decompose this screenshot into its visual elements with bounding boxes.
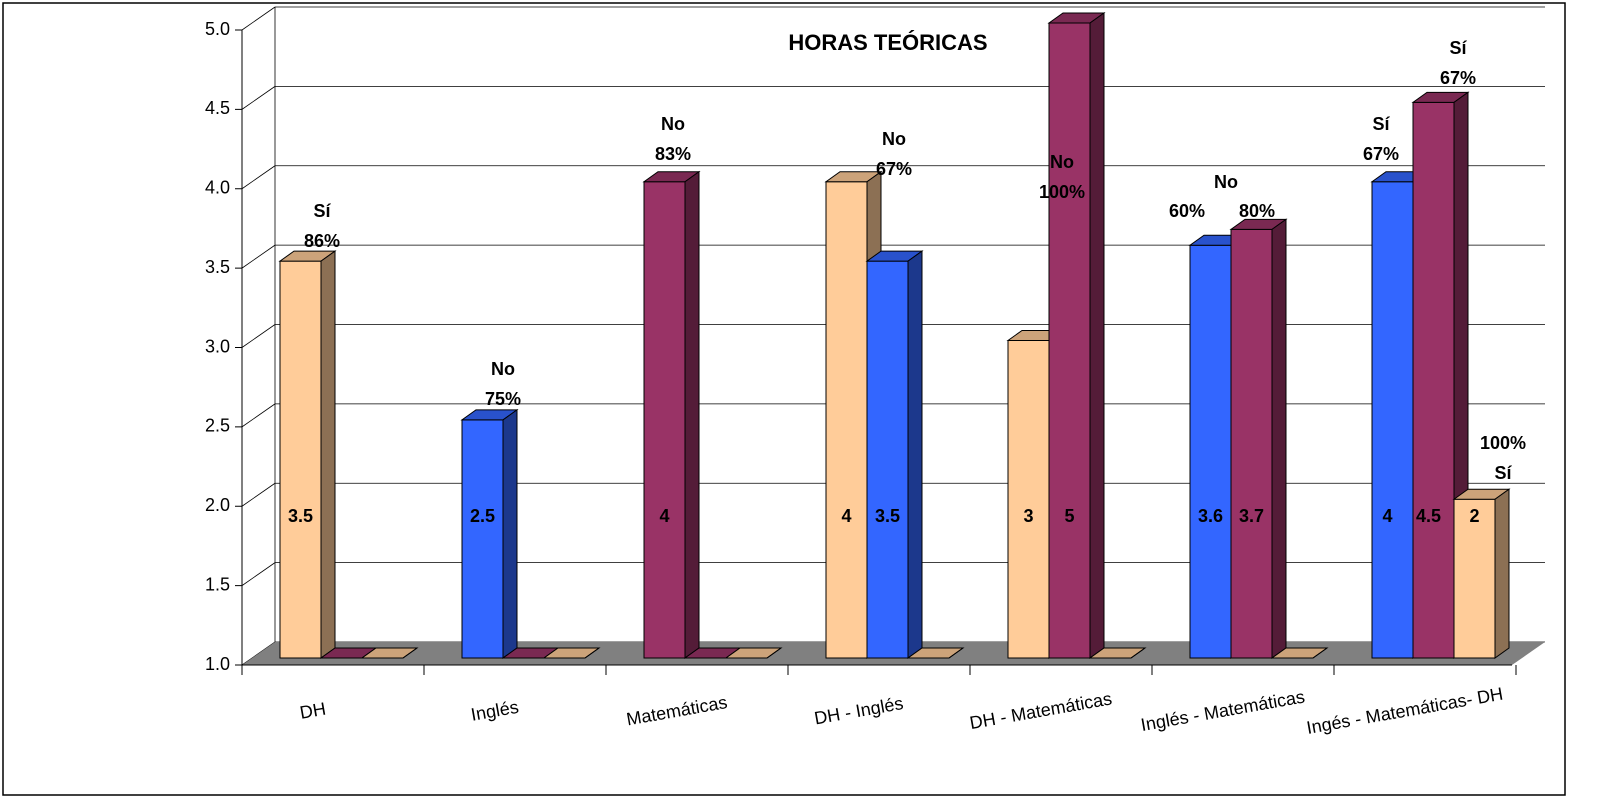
bar-side xyxy=(948,647,964,659)
bar-front xyxy=(866,260,909,659)
value-label: 3.6 xyxy=(1198,506,1223,526)
y-tick-label: 4.5 xyxy=(205,98,230,118)
bar-front xyxy=(1371,181,1414,659)
annotation: 60% xyxy=(1169,201,1205,221)
annotation: Sí xyxy=(1372,114,1390,134)
annotation: Sí xyxy=(1449,38,1467,58)
x-tick-label: DH xyxy=(298,699,327,723)
value-label: 3.5 xyxy=(288,506,313,526)
annotation: No xyxy=(1050,152,1074,172)
annotation: No xyxy=(1214,172,1238,192)
bar-front xyxy=(1048,22,1091,659)
y-tick-label: 2.5 xyxy=(205,416,230,436)
bar-side xyxy=(684,170,700,659)
annotation: 75% xyxy=(485,389,521,409)
annotation: 80% xyxy=(1239,201,1275,221)
value-label: 4 xyxy=(841,506,851,526)
bar-side xyxy=(584,647,600,659)
chart-title: HORAS TEÓRICAS xyxy=(788,30,987,55)
annotation: Sí xyxy=(1494,463,1512,483)
bar-front xyxy=(461,419,504,659)
y-tick-label: 3.0 xyxy=(205,336,230,356)
bar-side xyxy=(502,408,518,659)
value-label: 2.5 xyxy=(470,506,495,526)
grid-line xyxy=(241,86,276,110)
annotation: No xyxy=(491,359,515,379)
y-tick-label: 1.0 xyxy=(205,654,230,674)
grid-line xyxy=(241,562,276,586)
bar-front xyxy=(279,260,322,659)
bar-side xyxy=(1271,218,1287,659)
grid-line xyxy=(241,403,276,428)
grid-line xyxy=(241,244,276,269)
annotation: 100% xyxy=(1039,182,1085,202)
value-label: 3 xyxy=(1023,506,1033,526)
annotation: No xyxy=(882,129,906,149)
value-label: 2 xyxy=(1469,506,1479,526)
value-label: 3.7 xyxy=(1239,506,1264,526)
y-tick-label: 5.0 xyxy=(205,19,230,39)
bar-side xyxy=(402,647,418,659)
grid-line xyxy=(241,482,276,507)
bar-front xyxy=(1007,340,1050,659)
annotation: 67% xyxy=(876,159,912,179)
value-label: 4 xyxy=(1382,506,1392,526)
grid-line xyxy=(241,324,276,348)
annotation: 67% xyxy=(1363,144,1399,164)
bar-front xyxy=(1453,498,1496,659)
value-label: 4.5 xyxy=(1416,506,1441,526)
annotation: 86% xyxy=(304,231,340,251)
bar-front xyxy=(643,181,686,659)
bar-side xyxy=(320,250,336,659)
y-tick-label: 3.5 xyxy=(205,257,230,277)
bar-front xyxy=(1230,228,1273,659)
y-tick-label: 1.5 xyxy=(205,574,230,594)
grid-line xyxy=(241,6,276,31)
bar-side xyxy=(1494,488,1510,659)
y-tick-label: 2.0 xyxy=(205,495,230,515)
chart-frame xyxy=(2,2,1566,796)
bar-side xyxy=(766,647,782,659)
value-label: 3.5 xyxy=(875,506,900,526)
bar-side xyxy=(1130,647,1146,659)
bar-front xyxy=(825,181,868,659)
value-label: 5 xyxy=(1064,506,1074,526)
value-label: 4 xyxy=(659,506,669,526)
annotation: 100% xyxy=(1480,433,1526,453)
bar-front xyxy=(1189,244,1232,659)
annotation: 83% xyxy=(655,144,691,164)
bar-side xyxy=(907,250,923,659)
annotation: No xyxy=(661,114,685,134)
bar-side xyxy=(1089,12,1105,659)
bar-front xyxy=(1412,101,1455,659)
y-tick-label: 4.0 xyxy=(205,178,230,198)
bar-side xyxy=(1312,647,1328,659)
annotation: Sí xyxy=(313,201,331,221)
grid-line xyxy=(241,165,276,190)
annotation: 67% xyxy=(1440,68,1476,88)
